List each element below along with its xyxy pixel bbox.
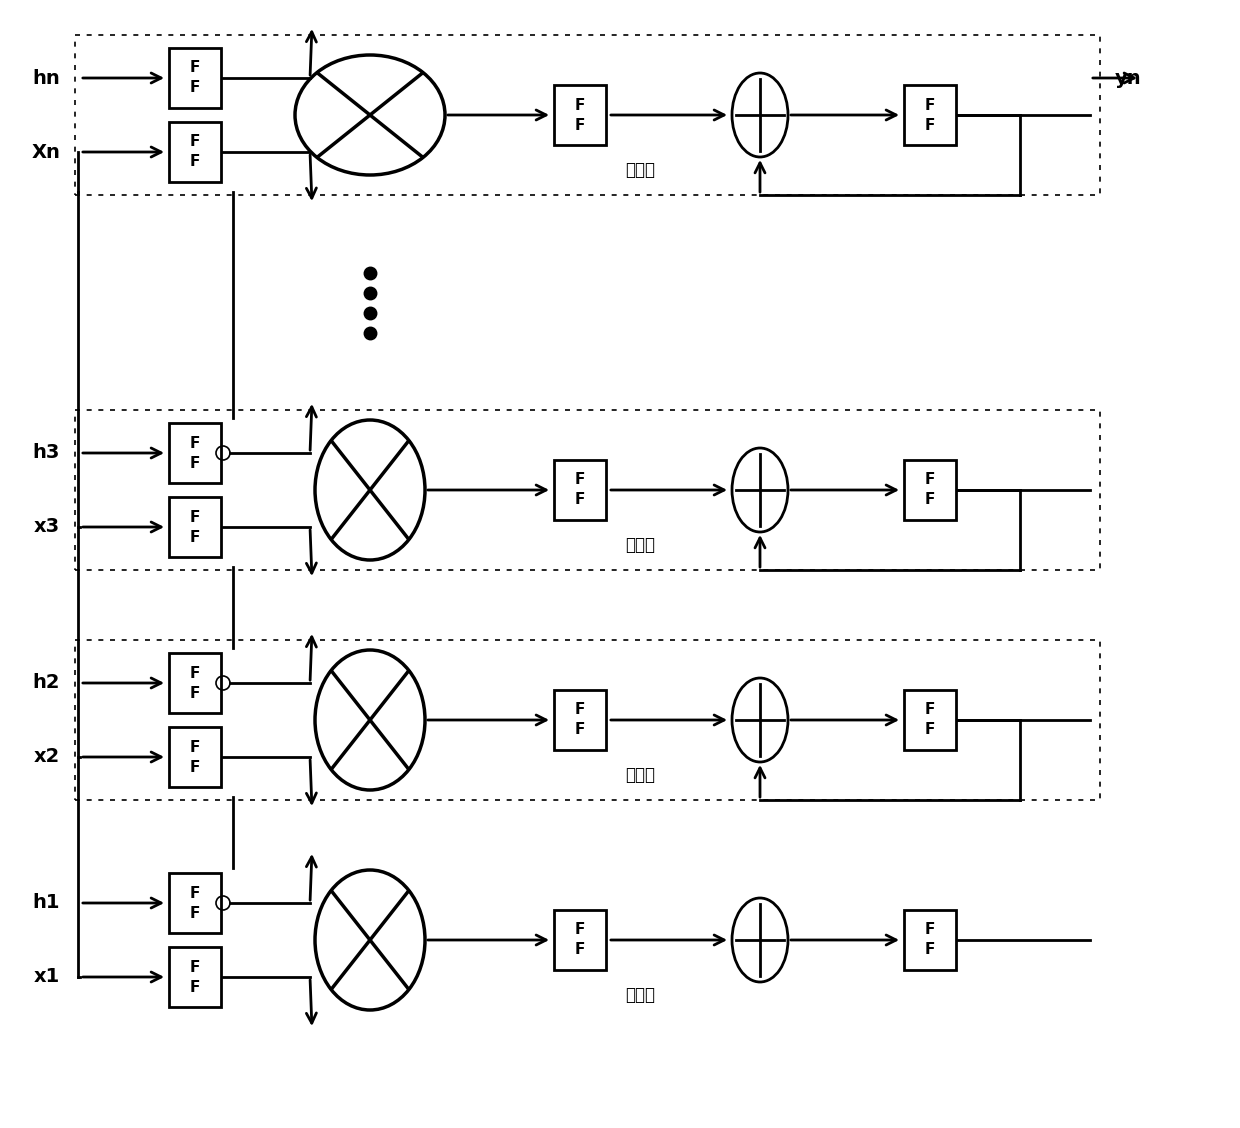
Text: 乘加器: 乘加器	[625, 536, 655, 554]
Text: F: F	[925, 473, 935, 487]
Text: F: F	[925, 943, 935, 958]
Text: x3: x3	[33, 518, 60, 537]
Text: F: F	[575, 923, 585, 937]
Text: F: F	[925, 703, 935, 717]
Bar	[169, 122, 221, 182]
Text: 乘加器: 乘加器	[625, 986, 655, 1004]
Bar	[169, 497, 221, 557]
Text: F: F	[190, 740, 200, 755]
Text: h3: h3	[32, 443, 60, 462]
Text: F: F	[190, 456, 200, 470]
Text: F: F	[190, 155, 200, 169]
Bar	[169, 948, 221, 1007]
Bar	[169, 423, 221, 483]
Bar	[904, 690, 956, 750]
Bar	[904, 910, 956, 970]
Text: F: F	[190, 979, 200, 995]
Text: F: F	[925, 493, 935, 508]
Text: h2: h2	[32, 673, 60, 693]
Text: F: F	[190, 906, 200, 920]
Text: Xn: Xn	[31, 142, 60, 161]
Text: F: F	[925, 723, 935, 738]
Bar	[904, 85, 956, 146]
Text: F: F	[190, 435, 200, 450]
Text: F: F	[925, 97, 935, 113]
Text: F: F	[190, 134, 200, 150]
Text: h1: h1	[32, 893, 60, 913]
Bar	[554, 460, 606, 520]
Bar	[74, 640, 1100, 800]
Text: F: F	[190, 885, 200, 900]
Text: F: F	[190, 960, 200, 975]
Text: F: F	[575, 117, 585, 132]
Text: 乘加器: 乘加器	[625, 766, 655, 784]
Text: F: F	[925, 117, 935, 132]
Bar	[554, 910, 606, 970]
Text: F: F	[575, 723, 585, 738]
Text: x2: x2	[33, 748, 60, 767]
Text: F: F	[575, 493, 585, 508]
Text: F: F	[925, 923, 935, 937]
Bar	[74, 35, 1100, 195]
Text: F: F	[190, 80, 200, 96]
Text: F: F	[575, 703, 585, 717]
Bar	[169, 49, 221, 108]
Text: hn: hn	[32, 69, 60, 88]
Text: F: F	[190, 61, 200, 76]
Text: F: F	[190, 529, 200, 545]
Text: F: F	[575, 943, 585, 958]
Bar	[169, 728, 221, 787]
Bar	[554, 85, 606, 146]
Text: x1: x1	[33, 968, 60, 987]
Text: F: F	[190, 759, 200, 775]
Bar	[904, 460, 956, 520]
Text: yn: yn	[1115, 69, 1142, 88]
Text: F: F	[575, 473, 585, 487]
Bar	[554, 690, 606, 750]
Text: 乘加器: 乘加器	[625, 161, 655, 179]
Text: F: F	[190, 666, 200, 680]
Bar	[169, 653, 221, 713]
Text: F: F	[190, 510, 200, 525]
Text: F: F	[190, 686, 200, 700]
Bar	[74, 409, 1100, 570]
Bar	[169, 873, 221, 933]
Text: F: F	[575, 97, 585, 113]
